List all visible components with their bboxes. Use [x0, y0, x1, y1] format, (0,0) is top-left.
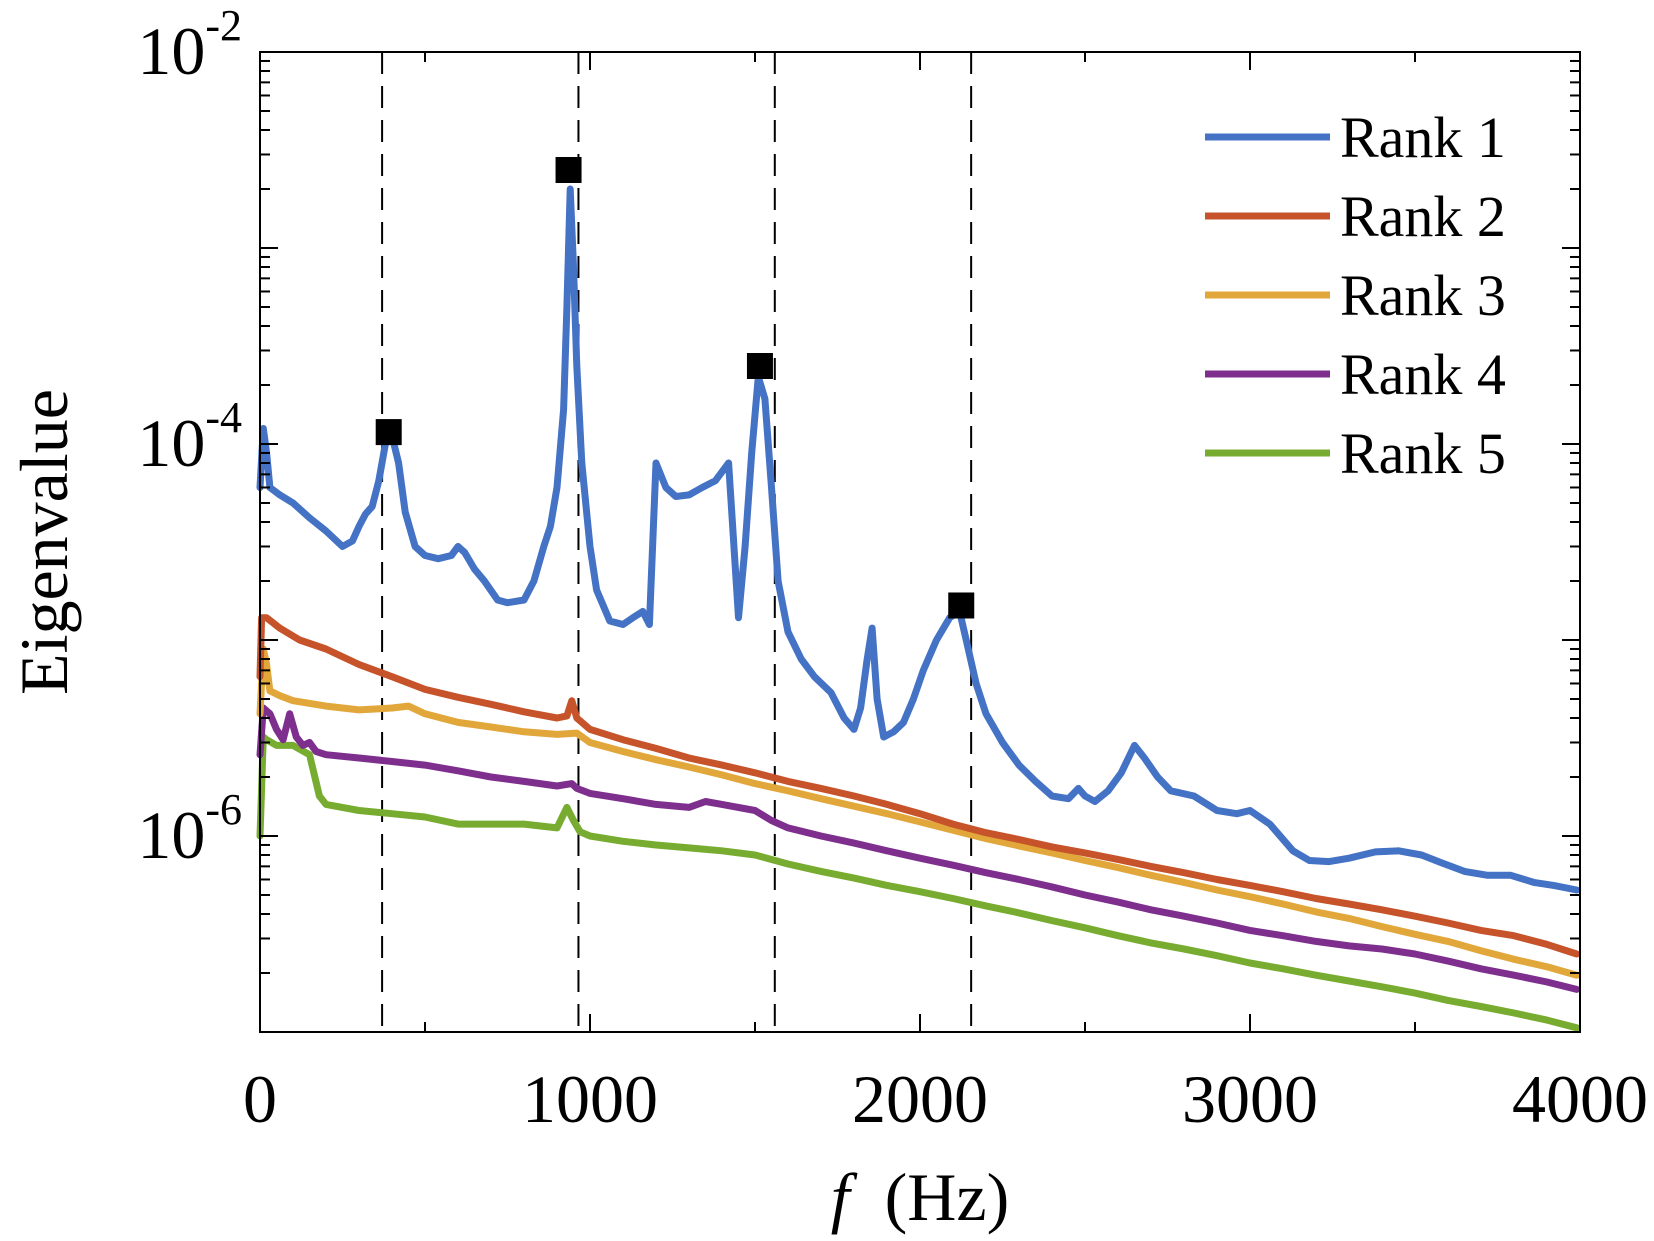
x-tick-label: 2000 — [852, 1061, 988, 1137]
series-layer — [256, 185, 1581, 1032]
peak-marker-2 — [555, 157, 582, 184]
peak-marker-4 — [948, 592, 975, 619]
x-tick-label: 3000 — [1182, 1061, 1318, 1137]
x-tick-label: 0 — [243, 1061, 277, 1137]
y-axis-label: Eigenvalue — [6, 389, 82, 695]
legend: Rank 1 Rank 2 Rank 3 Rank 4 Rank 5 — [1205, 105, 1506, 486]
series-line-rank-1 — [256, 185, 1581, 894]
y-tick-label-base: 10 — [137, 405, 205, 481]
y-tick-label-exponent: -2 — [205, 1, 242, 50]
x-tick-labels: 0 1000 2000 3000 4000 — [243, 1061, 1648, 1137]
legend-label-rank-4: Rank 4 — [1340, 342, 1506, 407]
y-tick-label: 10-4 — [137, 393, 242, 481]
x-tick-label: 1000 — [522, 1061, 658, 1137]
peak-marker-1 — [375, 419, 402, 446]
peak-marker-3 — [746, 353, 773, 380]
tick-layer — [259, 51, 1581, 1033]
legend-label-rank-5: Rank 5 — [1340, 421, 1506, 486]
y-tick-label-exponent: -4 — [205, 393, 242, 442]
series-line-rank-3 — [256, 645, 1581, 979]
x-axis-label-variable: f — [831, 1159, 858, 1235]
legend-label-rank-3: Rank 3 — [1340, 263, 1506, 328]
series-line-rank-5 — [256, 733, 1581, 1032]
x-axis-label: f (Hz) — [831, 1159, 1009, 1235]
series-line-rank-2 — [256, 614, 1581, 958]
y-tick-labels: 10-610-410-2 — [137, 1, 242, 873]
y-tick-label-exponent: -6 — [205, 785, 242, 834]
x-axis-label-unit: (Hz) — [885, 1159, 1010, 1235]
legend-label-rank-2: Rank 2 — [1340, 184, 1506, 249]
legend-label-rank-1: Rank 1 — [1340, 105, 1506, 170]
y-tick-label: 10-6 — [137, 785, 242, 873]
x-tick-label: 4000 — [1512, 1061, 1648, 1137]
y-tick-label-base: 10 — [137, 797, 205, 873]
y-tick-label: 10-2 — [137, 1, 242, 89]
y-tick-label-base: 10 — [137, 13, 205, 89]
marker-layer — [375, 157, 975, 619]
series-line-rank-4 — [256, 704, 1581, 993]
